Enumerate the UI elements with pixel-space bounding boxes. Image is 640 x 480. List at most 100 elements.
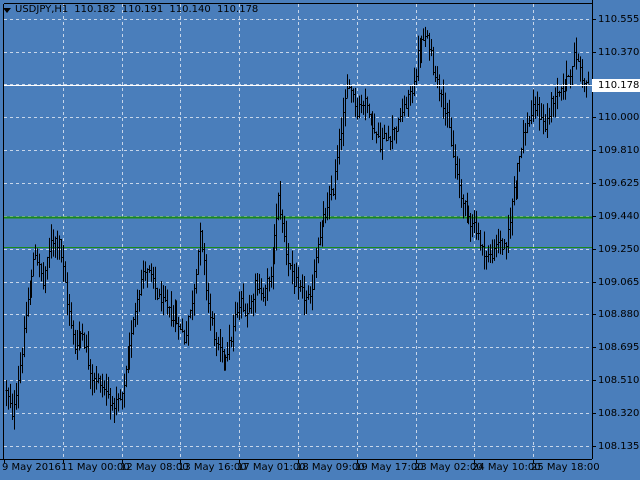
ohlc-bar [505, 242, 508, 260]
ohlc-bar [397, 117, 400, 132]
ohlc-bar [422, 28, 425, 41]
ohlc-bar [130, 320, 133, 358]
ohlc-bar [344, 89, 347, 127]
ohlc-bar [407, 89, 410, 117]
ohlc-bar [575, 37, 578, 70]
ohlc-bar [544, 114, 547, 132]
ohlc-bar [446, 102, 449, 128]
ohlc-bar [264, 284, 267, 306]
ohlc-bar [520, 147, 523, 159]
ohlc-bar [203, 243, 206, 276]
price-tick-label: 108.880 [598, 308, 640, 320]
ohlc-bar [164, 285, 167, 303]
ohlc-bar [413, 67, 416, 96]
ohlc-bar [119, 389, 122, 401]
ohlc-bar [477, 222, 480, 241]
ohlc-bar [565, 60, 568, 92]
ohlc-bar [236, 302, 239, 318]
time-tick-label: 24 May 10:00 [472, 462, 541, 473]
ohlc-bar [356, 97, 359, 120]
ohlc-bar [115, 386, 118, 416]
ohlc-bar [481, 244, 484, 256]
ohlc-bar [579, 56, 582, 82]
ohlc-bar [52, 229, 55, 257]
price-tick-label: 109.065 [598, 276, 640, 288]
ohlc-bar [334, 159, 337, 200]
ohlc-bar [516, 162, 519, 199]
ohlc-bar [560, 86, 563, 101]
ohlc-bar [326, 192, 329, 221]
ohlc-bar [32, 252, 35, 277]
ohlc-bar [458, 158, 461, 199]
ohlc-bar [60, 239, 63, 263]
ohlc-bar [266, 268, 269, 301]
ohlc-bar [142, 260, 145, 289]
ohlc-bar [571, 66, 574, 86]
ohlc-bar [473, 210, 476, 234]
ohlc-bar [577, 53, 580, 62]
ohlc-bar [85, 334, 88, 353]
ohlc-bar [501, 238, 504, 255]
chart-info-bar[interactable]: USDJPY,H1 110.182 110.191 110.140 110.17… [3, 3, 261, 17]
ohlc-bars [5, 26, 590, 430]
ohlc-bar [226, 342, 229, 362]
axis-frame [0, 0, 596, 463]
ohlc-bar [313, 259, 316, 290]
ohlc-bar [493, 239, 496, 261]
ohlc-bar [499, 230, 502, 255]
price-tick-label: 110.555 [598, 13, 640, 25]
ohlc-bar [526, 112, 529, 134]
ohlc-bar [328, 185, 331, 220]
ohlc-bar [379, 122, 382, 153]
current-price-tag: 110.178 [592, 78, 640, 92]
ohlc-bar [201, 229, 204, 253]
ohlc-bar [64, 261, 67, 283]
ohlc-bar [5, 380, 8, 407]
time-tick-label: 19 May 17:00 [355, 462, 424, 473]
ohlc-bar [152, 266, 155, 289]
ohlc-bar [44, 266, 47, 294]
ohlc-bar [105, 373, 108, 406]
ohlc-bar [89, 359, 92, 390]
price-tick-label: 109.810 [598, 144, 640, 156]
ohlc-bar [417, 35, 420, 82]
ohlc-bar [405, 96, 408, 109]
ohlc-bar [81, 323, 84, 341]
ohlc-bar [224, 354, 227, 371]
ohlc-bar [432, 46, 435, 76]
ohlc-bar [368, 103, 371, 119]
ohlc-bar [187, 315, 190, 346]
ohlc-bar [283, 215, 286, 243]
dropdown-arrow-icon[interactable] [3, 7, 11, 13]
ohlc-bar [387, 125, 390, 141]
ohlc-bar [485, 250, 488, 270]
ohlc-bar [289, 262, 292, 270]
time-tick-label: 23 May 02:00 [414, 462, 483, 473]
ohlc-bar [242, 283, 245, 313]
ohlc-bar [74, 329, 77, 355]
ohlc-bar [542, 104, 545, 135]
ohlc-bar [7, 387, 10, 410]
ohlc-bar [585, 80, 588, 98]
ohlc-bar [138, 289, 141, 312]
ohlc-bar [436, 66, 439, 89]
ohlc-bar [528, 115, 531, 127]
ohlc-bar [554, 87, 557, 118]
ohlc-bar [189, 309, 192, 319]
ohlc-bar [256, 273, 259, 296]
ohlc-bar [291, 250, 294, 285]
time-tick-label: 12 May 08:00 [120, 462, 189, 473]
ohlc-bar [15, 382, 18, 410]
ohlc-bar [36, 248, 39, 266]
ohlc-bar [148, 265, 151, 273]
ohlc-bar [462, 194, 465, 219]
ohlc-bar [160, 281, 163, 312]
ohlc-bar [42, 262, 45, 290]
ohlc-bar [21, 347, 24, 374]
ohlc-bar [336, 145, 339, 181]
ohlc-bar [83, 332, 86, 349]
ohlc-bar [373, 113, 376, 134]
ohlc-bar [211, 311, 214, 326]
ohlc-bar [207, 282, 210, 313]
ohlc-bar [495, 234, 498, 258]
